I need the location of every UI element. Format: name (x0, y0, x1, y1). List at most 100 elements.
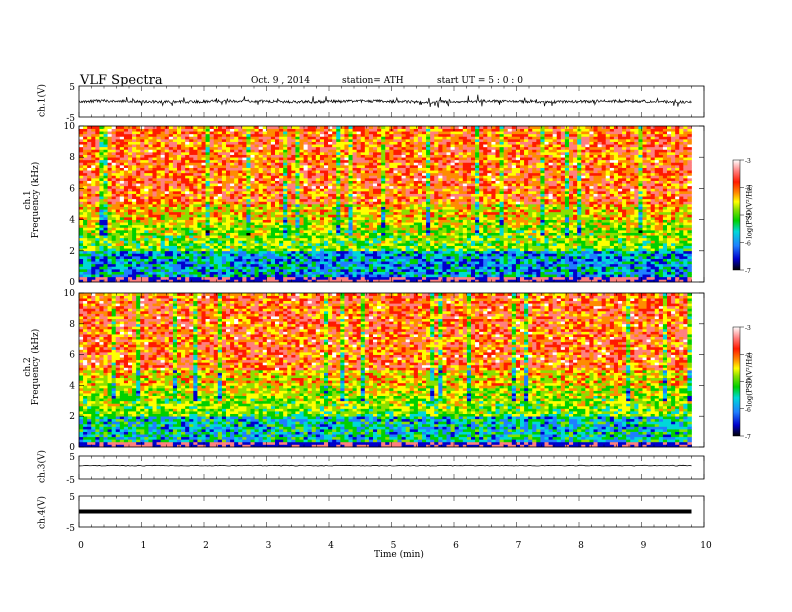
ch1-spectrogram-cell (234, 271, 239, 275)
ch1-spectrogram-cell (83, 128, 88, 132)
ch1-spectrogram-cell (250, 274, 255, 278)
ch1-spectrogram-cell (87, 167, 92, 171)
ch1-spectrogram-cell (209, 180, 215, 184)
ch1-spectrogram-cell (348, 165, 353, 168)
ch1-spectrogram-cell (201, 243, 206, 246)
ch1-spectrogram-cell (352, 133, 358, 137)
ch1-spectrogram-cell (299, 146, 304, 150)
ch1-spectrogram-cell (324, 198, 329, 202)
ch1-spectrogram-cell (87, 237, 92, 241)
ch1-spectrogram-cell (201, 237, 206, 241)
ch1-spectrogram-cell (95, 152, 100, 155)
ch1-spectrogram-cell (103, 154, 108, 158)
ch1-spectrogram-cell (103, 243, 108, 246)
ch1-spectrogram-cell (140, 248, 145, 252)
ch1-spectrogram-cell (83, 222, 88, 226)
ch1-spectrogram-cell (295, 269, 300, 272)
ch1-spectrogram-cell (344, 274, 349, 278)
ch1-spectrogram-cell (332, 209, 337, 213)
ch1-spectrogram-cell (95, 204, 100, 207)
ch1-spectrogram-cell (348, 263, 353, 267)
ch1-spectrogram-cell (193, 154, 198, 158)
ch1-spectrogram-cell (115, 175, 121, 179)
ch1-spectrogram-cell (242, 245, 247, 249)
ch1-spectrogram-cell (389, 235, 394, 239)
ch1-spectrogram-cell (377, 237, 382, 241)
ch1-spectrogram-cell (344, 178, 349, 181)
ch1-spectrogram-cell (262, 261, 268, 265)
ch1-spectrogram-cell (254, 211, 260, 215)
ch1-spectrogram-cell (295, 245, 300, 249)
ch1-spectrogram-cell (393, 271, 398, 275)
ch1-spectrogram-cell (299, 253, 304, 257)
ch1-spectrogram-cell (279, 248, 284, 252)
ch1-spectrogram-cell (83, 141, 88, 145)
ch1-spectrogram-cell (389, 191, 394, 194)
ch1-spectrogram-cell (189, 198, 194, 202)
ch1-spectrogram-cell (246, 276, 251, 280)
ch1-spectrogram-cell (275, 170, 280, 174)
ch1-spectrogram-cell (119, 237, 125, 241)
ch1-spectrogram-cell (315, 126, 321, 129)
ch1-spectrogram-cell (91, 159, 96, 163)
ch1-spectrogram-cell (352, 224, 358, 228)
ch1-spectrogram-cell (87, 219, 92, 223)
ch1-spectrogram-cell (356, 269, 362, 272)
ch1-spectrogram-cell (299, 141, 304, 145)
ch1-spectrogram-cell (234, 217, 239, 220)
ch1-spectrogram-cell (246, 248, 251, 252)
ch1-spectrogram-cell (344, 222, 349, 226)
ch1-spectrogram-cell (164, 167, 170, 171)
ch1-spectrogram-cell (83, 269, 88, 272)
ch1-spectrogram-cell (315, 201, 321, 205)
ch1-spectrogram-cell (209, 256, 215, 259)
ch1-spectrogram-cell (144, 178, 149, 181)
ch1-spectrogram-cell (311, 180, 317, 184)
ch1-spectrogram-cell (385, 243, 390, 246)
ch1-spectrogram-cell (266, 232, 272, 236)
ch1-spectrogram-cell (148, 243, 153, 246)
ch1-spectrogram-cell (136, 149, 141, 153)
ch1-spectrogram-cell (238, 240, 243, 244)
ch1-spectrogram-cell (177, 149, 182, 153)
ch1-spectrogram-cell (160, 170, 166, 174)
ch1-spectrogram-cell (128, 219, 133, 223)
ch1-spectrogram-cell (132, 224, 137, 228)
ch1-spectrogram-cell (201, 256, 206, 259)
ch1-spectrogram-cell (144, 271, 149, 275)
ch1-spectrogram-cell (381, 128, 386, 132)
ch1-spectrogram-cell (226, 245, 231, 249)
ch1-spectrogram-cell (319, 188, 325, 192)
ch1-spectrogram-cell (156, 165, 162, 168)
ch1-spectrogram-cell (352, 274, 358, 278)
ch1-spectrogram-cell (299, 258, 304, 262)
ch1-spectrogram-cell (373, 159, 378, 163)
ch1-spectrogram-cell (123, 165, 129, 168)
ch1-spectrogram-cell (377, 279, 382, 283)
ch1-spectrogram-cell (209, 243, 215, 246)
ch1-spectrogram-cell (242, 263, 247, 267)
ch1-spectrogram-cell (115, 211, 121, 215)
ch1-spectrogram-cell (287, 162, 292, 166)
ch1-spectrogram-cell (307, 271, 313, 275)
ch1-spectrogram-cell (144, 276, 149, 280)
ch1-spectrogram-cell (193, 253, 198, 257)
ch1-spectrogram-cell (385, 126, 390, 129)
ch1-spectrogram-cell (242, 144, 247, 148)
ch1-spectrogram-cell (197, 258, 202, 262)
ch1-spectrogram-cell (128, 198, 133, 202)
ch1-spectrogram-cell (160, 165, 166, 168)
ch1-spectrogram-cell (242, 193, 247, 197)
ch1-spectrogram-cell (128, 263, 133, 267)
ch1-spectrogram-cell (283, 235, 288, 239)
ch1-spectrogram-cell (352, 211, 358, 215)
ch1-spectrogram-cell (319, 154, 325, 158)
ch1-spectrogram-cell (381, 250, 386, 254)
ch1-spectrogram-cell (136, 128, 141, 132)
ch1-spectrogram-cell (209, 183, 215, 187)
ch1-spectrogram-cell (172, 219, 178, 223)
ch1-spectrogram-cell (221, 240, 227, 244)
ch1-spectrogram-cell (332, 206, 337, 210)
ch1-spectrogram-cell (209, 165, 215, 168)
ch1-spectrogram-cell (299, 217, 304, 220)
